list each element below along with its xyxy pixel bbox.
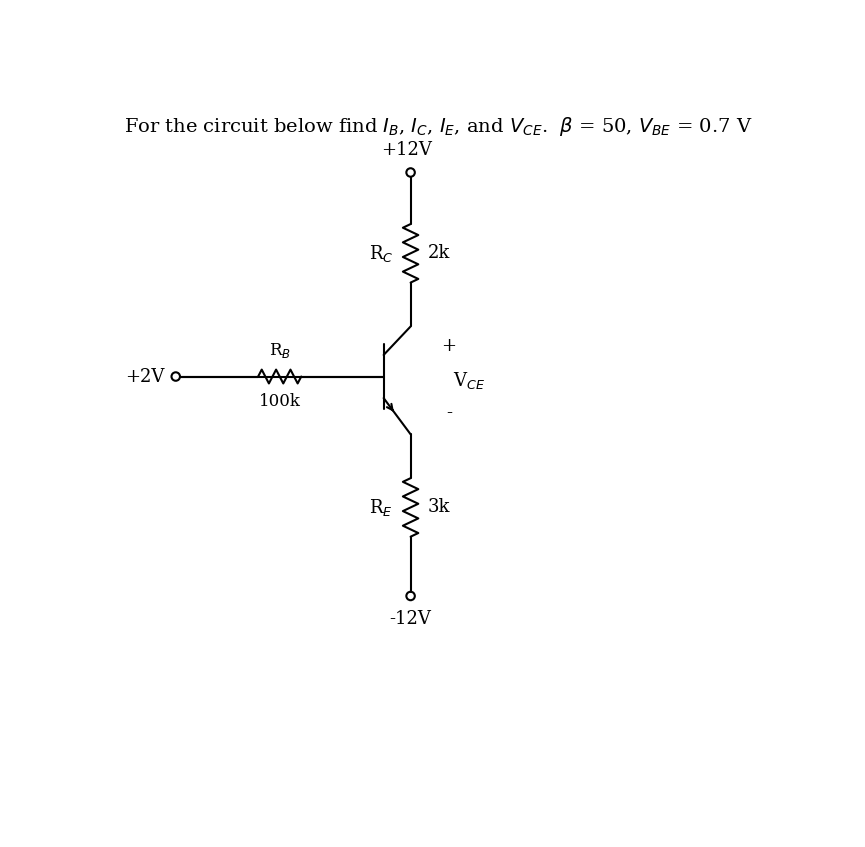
Text: 3k: 3k [427,498,450,517]
Text: 100k: 100k [259,394,301,411]
Text: -: - [446,404,452,422]
Text: +2V: +2V [125,368,164,385]
Text: R$_E$: R$_E$ [369,497,394,518]
Text: For the circuit below find $I_B$, $I_C$, $I_E$, and $V_{CE}$.  $\beta$ = 50, $V_: For the circuit below find $I_B$, $I_C$,… [125,115,753,138]
Text: +12V: +12V [381,141,432,158]
Text: -12V: -12V [389,610,432,628]
Text: 2k: 2k [427,244,450,263]
Text: V$_{CE}$: V$_{CE}$ [453,370,485,390]
Text: R$_C$: R$_C$ [369,243,394,263]
Text: R$_B$: R$_B$ [269,340,291,360]
Text: +: + [442,337,457,355]
